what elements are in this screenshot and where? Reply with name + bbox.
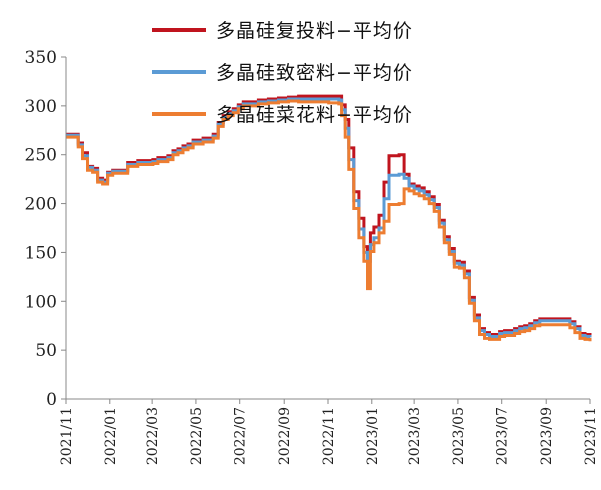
series-line-2 <box>66 97 592 338</box>
series-line-1 <box>66 94 592 336</box>
axes-layer: 0 50 100 150 200 250 300 350 2021/11 2022/01 2022/… <box>25 48 599 465</box>
y-tick-label: 100 <box>25 292 57 312</box>
x-tick-label: 2022/05 <box>189 407 205 465</box>
x-tick-label: 2023/07 <box>495 407 511 465</box>
legend-label: 多晶硅菜花料−平均价 <box>216 104 413 126</box>
x-tick-label: 2023/05 <box>451 407 467 465</box>
x-tick-label: 2022/07 <box>233 407 249 465</box>
legend-label: 多晶硅复投料−平均价 <box>216 20 413 42</box>
y-tick-label: 350 <box>25 48 57 68</box>
x-tick-label: 2023/03 <box>407 407 423 465</box>
y-tick-label: 250 <box>25 146 57 166</box>
x-tick-label: 2023/01 <box>365 407 381 465</box>
x-tick-label: 2022/09 <box>277 407 293 465</box>
y-tick-label: 0 <box>46 390 57 410</box>
x-tick-label: 2021/11 <box>59 407 75 465</box>
y-tick-label: 200 <box>25 195 57 215</box>
y-tick-label: 50 <box>35 341 57 361</box>
x-tick-label: 2023/11 <box>583 407 599 465</box>
x-tick-label: 2023/09 <box>539 407 555 465</box>
legend-item-2: 多晶硅致密料−平均价 <box>152 62 413 84</box>
x-tick-label: 2022/03 <box>145 407 161 465</box>
series-line-3 <box>66 99 592 342</box>
x-tick-label: 2022/11 <box>321 407 337 465</box>
legend-item-3: 多晶硅菜花料−平均价 <box>152 104 413 126</box>
legend-label: 多晶硅致密料−平均价 <box>216 62 413 84</box>
series-layer <box>66 94 592 342</box>
legend-item-1: 多晶硅复投料−平均价 <box>152 20 413 42</box>
y-tick-label: 300 <box>25 97 57 117</box>
y-tick-label: 150 <box>25 243 57 263</box>
x-tick-label: 2022/01 <box>103 407 119 465</box>
